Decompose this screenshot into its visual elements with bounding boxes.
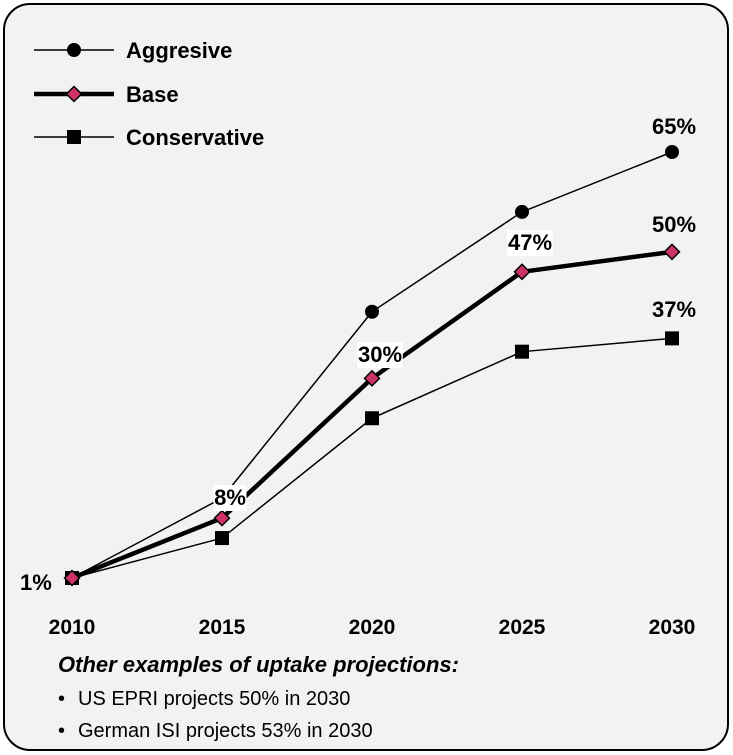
data-label-base-2020: 30% [357, 342, 403, 368]
series-layer [63, 145, 681, 587]
data-label-conservative-2030: 37% [652, 297, 696, 322]
x-axis: 2010 2015 2020 2025 2030 [49, 616, 696, 639]
note-item-2: German ISI projects 53% in 2030 [78, 720, 373, 742]
legend: Aggresive Base Conservative [34, 38, 264, 150]
point-base-2020 [363, 369, 381, 387]
data-label-background [357, 342, 403, 368]
point-aggresive-2025 [515, 204, 529, 219]
point-aggresive-2020 [365, 304, 379, 319]
data-label-text: 8% [214, 485, 246, 510]
legend-item-aggresive: Aggresive [34, 38, 232, 63]
point-base-2010 [63, 569, 81, 587]
x-tick-2030: 2030 [649, 616, 696, 639]
point-conservative-2020 [365, 411, 379, 426]
data-label-text: 30% [358, 342, 402, 367]
data-label-background [507, 230, 553, 256]
data-label-text: 65% [652, 114, 696, 139]
point-conservative-2015 [215, 531, 229, 546]
legend-item-conservative: Conservative [34, 125, 264, 150]
point-base-2015 [213, 509, 231, 527]
point-aggresive-2030 [665, 145, 679, 159]
legend-label-aggresive: Aggresive [126, 38, 232, 63]
data-label-text: 1% [20, 570, 52, 595]
data-label-text: 47% [508, 230, 552, 255]
data-label-aggresive-2030: 65% [652, 114, 696, 139]
point-base-2025 [513, 263, 531, 281]
series-base [63, 243, 681, 587]
x-tick-2025: 2025 [499, 616, 546, 639]
data-label-base-2030: 50% [652, 212, 696, 237]
data-label-text: 37% [652, 297, 696, 322]
point-conservative-2025 [515, 344, 529, 359]
legend-label-conservative: Conservative [126, 125, 264, 150]
data-label-base-2015: 8% [213, 485, 247, 511]
data-label-base-2025: 47% [507, 230, 553, 256]
legend-item-base: Base [34, 82, 179, 107]
legend-marker-aggresive [67, 43, 81, 57]
x-tick-2020: 2020 [349, 616, 396, 639]
data-label-base-2010: 1% [20, 570, 52, 595]
x-tick-2010: 2010 [49, 616, 96, 639]
legend-marker-base [65, 85, 83, 103]
notes-title: Other examples of uptake projections: [58, 652, 459, 677]
data-label-background [213, 485, 247, 511]
note-bullet-2: • [58, 720, 65, 742]
note-bullet-1: • [58, 688, 65, 710]
x-tick-2015: 2015 [199, 616, 246, 639]
legend-marker-conservative [67, 130, 81, 144]
notes: Other examples of uptake projections: • … [58, 652, 459, 742]
legend-label-base: Base [126, 82, 179, 107]
data-label-text: 50% [652, 212, 696, 237]
note-item-1: US EPRI projects 50% in 2030 [78, 688, 350, 710]
data-label-layer: 1% 8% 30% 47% 65% 50% 37% [20, 114, 696, 595]
point-base-2030 [663, 243, 681, 261]
point-conservative-2030 [665, 331, 679, 346]
